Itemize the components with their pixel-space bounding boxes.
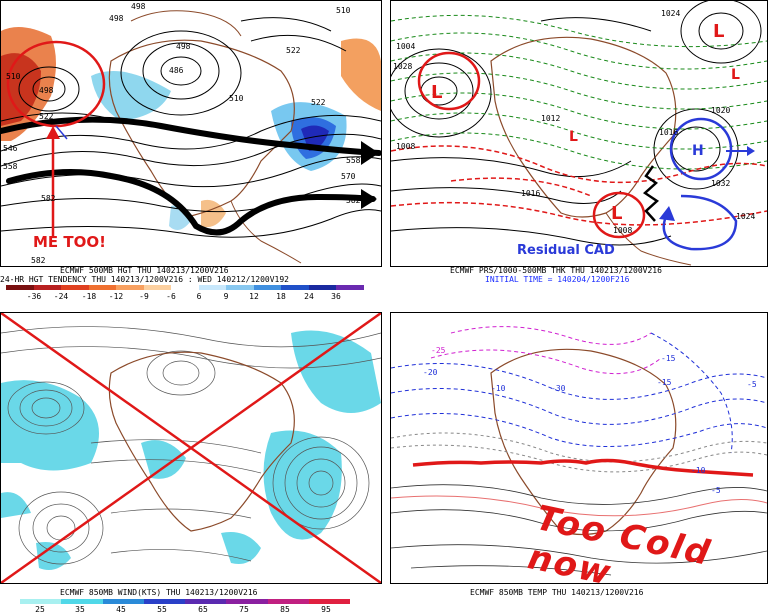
svg-text:498: 498 [109,14,124,23]
scale-tick: -36 [26,292,42,301]
caption-temp-line1: ECMWF 850MB TEMP THU 140213/1200V216 [470,588,644,597]
svg-text:1008: 1008 [396,142,415,151]
svg-text:L: L [611,203,622,224]
scale-tick: 6 [196,292,202,301]
svg-text:522: 522 [286,46,301,55]
svg-text:-30: -30 [551,384,566,393]
map-pressure-thickness: L L L L L H 1004 1008 1012 1016 [390,0,768,267]
svg-text:-20: -20 [423,368,438,377]
caption-pressure-line1: ECMWF PRS/1000-500MB THK THU 140213/1200… [450,266,662,275]
svg-text:1016: 1016 [659,128,678,137]
svg-text:-10: -10 [691,466,706,475]
svg-text:558: 558 [3,162,18,171]
map-500mb: 498 510 522 498 486 498 510 522 546 558 … [0,0,382,267]
scale-tick: 18 [276,292,286,301]
svg-text:546: 546 [3,144,18,153]
panel-850mb-wind: ECMWF 850MB WIND(KTS) THU 140213/1200V21… [0,312,382,615]
svg-text:498: 498 [131,2,146,11]
annotation-me-too: ME TOO! [33,233,106,251]
svg-text:1024: 1024 [661,9,680,18]
annotation-residual-cad: Residual CAD [517,243,615,258]
svg-text:510: 510 [229,94,244,103]
scale-tick: 9 [223,292,229,301]
scale-tick: 45 [116,605,126,614]
svg-text:570: 570 [341,172,356,181]
svg-text:582: 582 [346,196,361,205]
map-wind-svg [1,313,381,583]
svg-text:1020: 1020 [711,106,730,115]
scale-tick: 12 [249,292,259,301]
scale-tick: -9 [139,292,149,301]
freezing-line [412,458,754,477]
cross-out-line [1,313,381,583]
svg-text:H: H [692,143,704,159]
svg-text:558: 558 [346,156,361,165]
scale-tick: 75 [239,605,249,614]
scale-tick: -12 [108,292,124,301]
svg-text:L: L [569,129,578,145]
map-temp-svg: -20 -25 -30 -15 -10 -5 -10 -15 -5 [391,326,767,576]
scale-tick: 85 [280,605,290,614]
map-850mb-temp: -20 -25 -30 -15 -10 -5 -10 -15 -5 Too Co… [390,312,768,584]
scale-tick: -6 [166,292,176,301]
caption-500mb-line1: ECMWF 500MB HGT THU 140213/1200V216 [60,266,229,275]
map-pressure-svg: L L L L L H 1004 1008 1012 1016 [391,1,767,266]
panel-850mb-temp: -20 -25 -30 -15 -10 -5 -10 -15 -5 Too Co… [390,312,768,615]
svg-text:510: 510 [6,72,21,81]
map-500mb-svg: 498 510 522 498 486 498 510 522 546 558 … [1,2,381,265]
scale-tick: 65 [198,605,208,614]
svg-text:498: 498 [176,42,191,51]
svg-text:L: L [431,82,442,103]
svg-text:1028: 1028 [393,62,412,71]
svg-text:-10: -10 [491,384,506,393]
svg-text:522: 522 [39,112,54,121]
svg-text:-25: -25 [431,346,446,355]
scale-tick: 24 [304,292,314,301]
tendency-scale-labels: -36 -24 -18 -12 -9 -6 6 9 12 18 24 36 [6,292,364,302]
svg-text:1016: 1016 [521,189,540,198]
svg-text:L: L [713,21,724,42]
wind-scale-labels: 25 35 45 55 65 75 85 95 [20,605,350,615]
tendency-color-scale [6,285,364,290]
scale-tick: 35 [75,605,85,614]
svg-text:582: 582 [41,194,56,203]
svg-text:1004: 1004 [396,42,415,51]
scale-tick: -24 [53,292,69,301]
scale-tick: 55 [157,605,167,614]
svg-text:1024: 1024 [736,212,755,221]
scale-tick: 25 [35,605,45,614]
scale-tick: -18 [81,292,97,301]
svg-text:486: 486 [169,66,184,75]
caption-500mb-line2: 24-HR HGT TENDENCY THU 140213/1200V216 :… [0,275,289,284]
panel-500mb-height: 498 510 522 498 486 498 510 522 546 558 … [0,0,382,302]
svg-text:498: 498 [39,86,54,95]
map-850mb-wind [0,312,382,584]
svg-text:1012: 1012 [541,114,560,123]
caption-wind-line1: ECMWF 850MB WIND(KTS) THU 140213/1200V21… [60,588,258,597]
scale-tick: 95 [321,605,331,614]
svg-text:1032: 1032 [711,179,730,188]
svg-text:582: 582 [31,256,46,265]
scale-tick: 36 [331,292,341,301]
caption-pressure-line2: INITIAL TIME = 140204/1200F216 [485,275,630,284]
svg-text:522: 522 [311,98,326,107]
panel-pressure-thickness: L L L L L H 1004 1008 1012 1016 [390,0,768,302]
svg-text:-15: -15 [661,354,676,363]
svg-text:-15: -15 [657,378,672,387]
svg-text:L: L [731,67,740,83]
svg-text:510: 510 [336,6,351,15]
wind-color-scale [20,599,350,604]
svg-text:-5: -5 [711,486,721,495]
svg-text:-5: -5 [747,380,757,389]
svg-text:1008: 1008 [613,226,632,235]
